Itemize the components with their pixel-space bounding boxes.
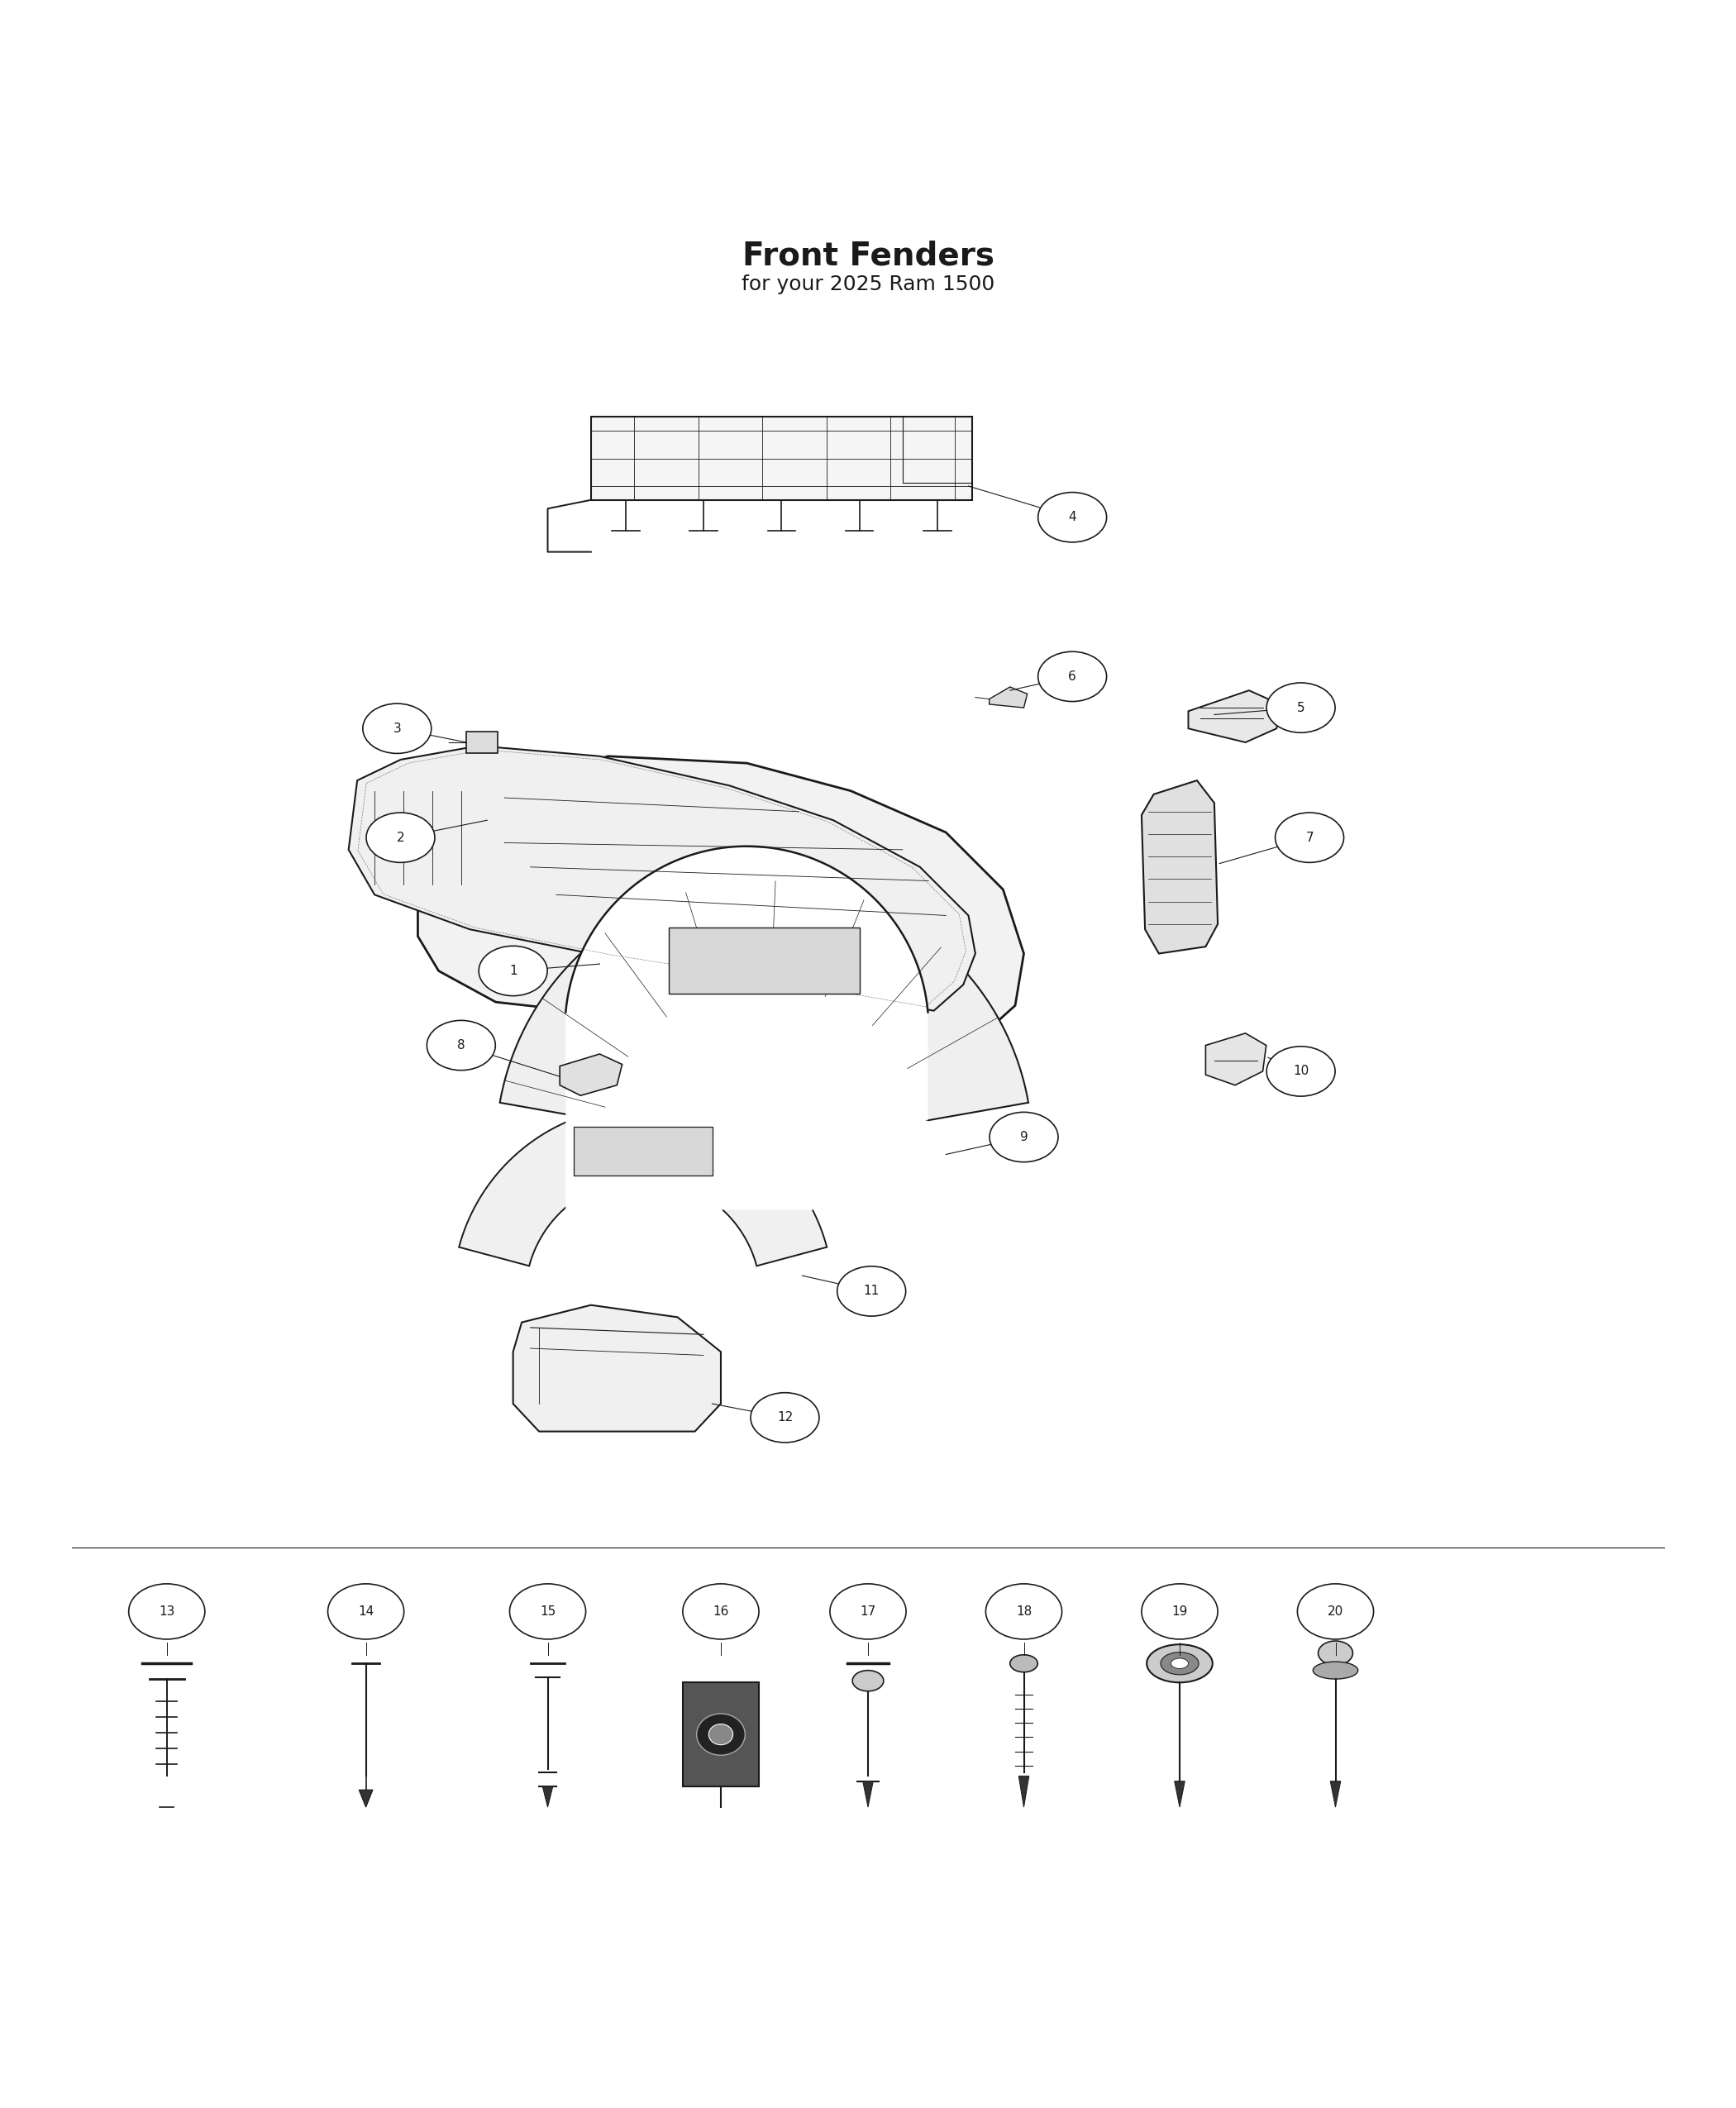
Ellipse shape — [708, 1724, 733, 1745]
Polygon shape — [514, 1305, 720, 1431]
Ellipse shape — [1161, 1653, 1198, 1674]
Polygon shape — [359, 1790, 373, 1807]
Polygon shape — [559, 1054, 621, 1096]
Ellipse shape — [328, 1583, 404, 1640]
Ellipse shape — [1318, 1640, 1352, 1665]
Text: 11: 11 — [863, 1286, 880, 1296]
Text: 20: 20 — [1328, 1606, 1344, 1617]
Text: 12: 12 — [778, 1412, 793, 1423]
Ellipse shape — [682, 1583, 759, 1640]
Polygon shape — [542, 1785, 552, 1807]
FancyBboxPatch shape — [573, 1126, 712, 1174]
Ellipse shape — [1267, 1046, 1335, 1096]
Polygon shape — [1019, 1777, 1029, 1807]
Polygon shape — [1330, 1781, 1340, 1807]
Ellipse shape — [990, 1113, 1059, 1162]
Polygon shape — [863, 1781, 873, 1807]
Ellipse shape — [510, 1583, 585, 1640]
Ellipse shape — [1312, 1661, 1358, 1680]
Text: 6: 6 — [1068, 670, 1076, 683]
Text: 8: 8 — [457, 1039, 465, 1052]
Text: 16: 16 — [713, 1606, 729, 1617]
Ellipse shape — [427, 1020, 495, 1071]
Ellipse shape — [1147, 1644, 1212, 1682]
Text: 19: 19 — [1172, 1606, 1187, 1617]
Text: 14: 14 — [358, 1606, 373, 1617]
Text: 4: 4 — [1068, 510, 1076, 523]
Polygon shape — [349, 746, 976, 1010]
Ellipse shape — [1276, 814, 1344, 862]
Ellipse shape — [986, 1583, 1062, 1640]
Ellipse shape — [1142, 1583, 1217, 1640]
Ellipse shape — [128, 1583, 205, 1640]
Polygon shape — [1205, 1033, 1266, 1086]
Ellipse shape — [852, 1670, 884, 1691]
Polygon shape — [1189, 691, 1279, 742]
Polygon shape — [590, 417, 972, 500]
Text: 5: 5 — [1297, 702, 1305, 715]
Text: 1: 1 — [509, 965, 517, 978]
Ellipse shape — [1297, 1583, 1373, 1640]
Text: for your 2025 Ram 1500: for your 2025 Ram 1500 — [741, 274, 995, 295]
Text: 15: 15 — [540, 1606, 556, 1617]
Text: 10: 10 — [1293, 1065, 1309, 1077]
Ellipse shape — [1038, 493, 1106, 542]
Polygon shape — [418, 757, 1024, 1058]
Ellipse shape — [1010, 1655, 1038, 1672]
Ellipse shape — [837, 1267, 906, 1315]
Polygon shape — [1142, 780, 1217, 953]
Ellipse shape — [1267, 683, 1335, 734]
Ellipse shape — [479, 946, 547, 995]
Ellipse shape — [830, 1583, 906, 1640]
Text: 17: 17 — [859, 1606, 877, 1617]
Ellipse shape — [696, 1714, 745, 1756]
Ellipse shape — [1038, 651, 1106, 702]
FancyBboxPatch shape — [668, 928, 859, 993]
Ellipse shape — [366, 814, 434, 862]
Text: 13: 13 — [158, 1606, 175, 1617]
Ellipse shape — [1172, 1659, 1189, 1670]
FancyBboxPatch shape — [682, 1682, 759, 1785]
Text: 9: 9 — [1019, 1130, 1028, 1143]
FancyBboxPatch shape — [467, 731, 498, 753]
Text: 18: 18 — [1016, 1606, 1031, 1617]
Text: 3: 3 — [392, 723, 401, 736]
Ellipse shape — [363, 704, 431, 753]
Text: 2: 2 — [396, 831, 404, 843]
Text: Front Fenders: Front Fenders — [741, 240, 995, 272]
Text: 7: 7 — [1305, 831, 1314, 843]
Polygon shape — [1175, 1781, 1186, 1807]
Ellipse shape — [750, 1393, 819, 1442]
Polygon shape — [458, 1107, 826, 1267]
Polygon shape — [990, 687, 1028, 708]
Polygon shape — [500, 881, 1028, 1121]
